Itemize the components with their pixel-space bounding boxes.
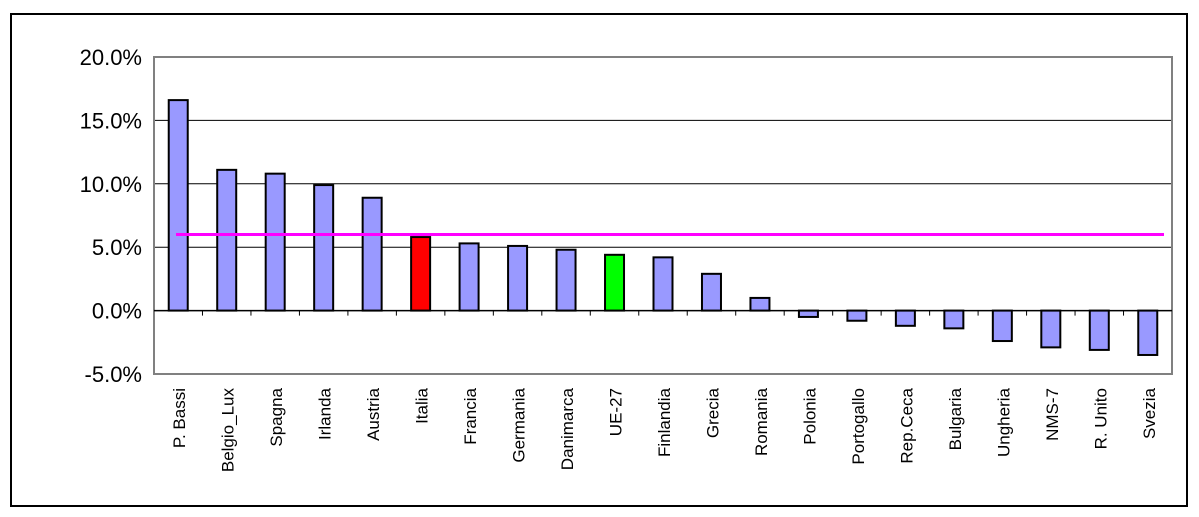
bar: [264, 172, 286, 312]
bar: [458, 242, 480, 312]
y-tick-label: 20.0%: [80, 45, 142, 70]
y-tick-label: 0.0%: [92, 299, 142, 324]
x-tick-label: Bulgaria: [946, 387, 965, 450]
bar: [604, 253, 626, 312]
bar: [894, 309, 916, 327]
x-tick-label: Irlanda: [316, 387, 335, 440]
x-tick-label: Francia: [461, 387, 480, 444]
x-axis-tick-labels: P. Bassi Belgio_Lux Spagna Irlanda Austria It…: [153, 310, 1159, 473]
bar: [700, 272, 722, 312]
bars: [167, 99, 1159, 356]
x-tick-label: Polonia: [800, 387, 819, 444]
x-tick-label: R. Unito: [1091, 388, 1110, 449]
x-tick-label: UE-27: [607, 388, 626, 436]
bar: [216, 168, 238, 312]
y-tick-label: 15.0%: [80, 108, 142, 133]
x-tick-label: Ungheria: [994, 387, 1013, 457]
x-tick-label: Grecia: [703, 387, 722, 438]
bar: [1088, 309, 1110, 351]
y-tick-label: 10.0%: [80, 172, 142, 197]
bar: [652, 256, 674, 312]
x-tick-label: Spagna: [267, 387, 286, 446]
y-axis-tick-labels: -5.0% 0.0% 5.0% 10.0% 15.0% 20.0%: [80, 45, 142, 387]
bar: [1040, 309, 1062, 349]
bar: [991, 309, 1013, 343]
bar: [313, 184, 335, 312]
x-tick-label: Belgio_Lux: [219, 388, 238, 473]
bar: [846, 309, 868, 322]
bar: [361, 196, 383, 312]
bar: [749, 296, 771, 312]
x-tick-label: Danimarca: [558, 387, 577, 470]
x-tick-label: Germania: [510, 387, 529, 462]
chart-frame: -5.0% 0.0% 5.0% 10.0% 15.0% 20.0% P. Bassi Bel…: [10, 13, 1188, 507]
x-tick-label: P. Bassi: [170, 388, 189, 448]
y-tick-label: -5.0%: [85, 362, 142, 387]
bar-chart: -5.0% 0.0% 5.0% 10.0% 15.0% 20.0% P. Bassi Bel…: [80, 45, 1173, 473]
x-tick-label: Romania: [752, 387, 771, 456]
x-tick-label: Rep.Ceca: [897, 387, 916, 463]
bar: [507, 244, 529, 312]
y-tick-label: 5.0%: [92, 235, 142, 260]
x-tick-label: Portogallo: [849, 388, 868, 465]
x-tick-label: Svezia: [1140, 387, 1159, 439]
x-tick-label: Finlandia: [655, 387, 674, 457]
bar: [1137, 309, 1159, 356]
bar: [167, 99, 189, 312]
plot-area-border: [153, 56, 1173, 375]
bar: [943, 309, 965, 330]
bar: [797, 309, 819, 318]
x-tick-label: Italia: [413, 387, 432, 423]
x-tick-label: Austria: [364, 387, 383, 440]
bar: [410, 236, 432, 312]
x-tick-label: NMS-7: [1043, 388, 1062, 441]
bar: [555, 248, 577, 312]
